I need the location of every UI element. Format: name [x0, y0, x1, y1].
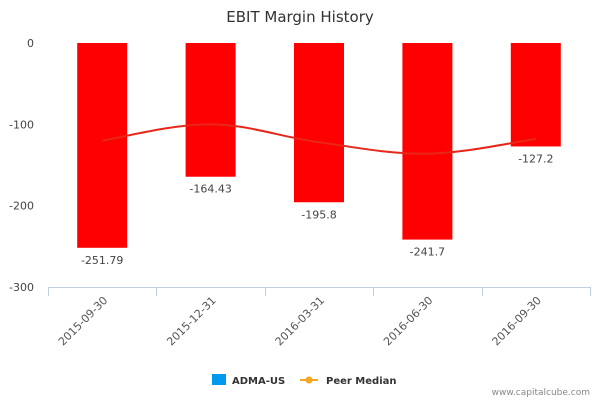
y-axis-labels: 0 -100 -200 -300 — [9, 37, 34, 294]
legend-label-peer-median[interactable]: Peer Median — [326, 376, 397, 387]
legend: ADMA-US Peer Median — [212, 374, 397, 387]
x-tick-label: 2016-03-31 — [273, 294, 327, 348]
data-label: -164.43 — [189, 183, 231, 196]
data-label: -195.8 — [301, 208, 336, 221]
data-label: -251.79 — [81, 254, 123, 267]
x-axis: 2015-09-30 2015-12-31 2016-03-31 2016-06-30… — [48, 287, 591, 348]
x-tick-label: 2015-12-31 — [164, 294, 218, 348]
x-tick-label: 2016-09-30 — [490, 294, 544, 348]
chart-title: EBIT Margin History — [226, 8, 374, 26]
y-tick-label: 0 — [27, 37, 34, 50]
y-tick-label: -200 — [9, 200, 34, 213]
legend-label-adma[interactable]: ADMA-US — [232, 376, 285, 387]
x-tick-label: 2015-09-30 — [56, 294, 110, 348]
y-tick-label: -100 — [9, 118, 34, 131]
x-tick-label: 2016-06-30 — [381, 294, 435, 348]
bar — [510, 43, 561, 147]
data-label: -241.7 — [410, 246, 445, 259]
y-tick-label: -300 — [9, 281, 34, 294]
data-labels: -251.79 -164.43 -195.8 -241.7 -127.2 — [81, 152, 554, 266]
credit-text: www.capitalcube.com — [492, 388, 590, 398]
bar — [185, 43, 236, 177]
peer-median-line — [102, 123, 536, 155]
bar-series — [77, 43, 561, 248]
bar — [294, 43, 344, 203]
legend-swatch-adma — [212, 374, 226, 385]
bar — [77, 43, 128, 248]
peer-median-series — [102, 123, 536, 155]
data-label: -127.2 — [518, 152, 553, 165]
legend-swatch-peer-median-marker — [305, 376, 313, 384]
bar — [402, 43, 453, 240]
